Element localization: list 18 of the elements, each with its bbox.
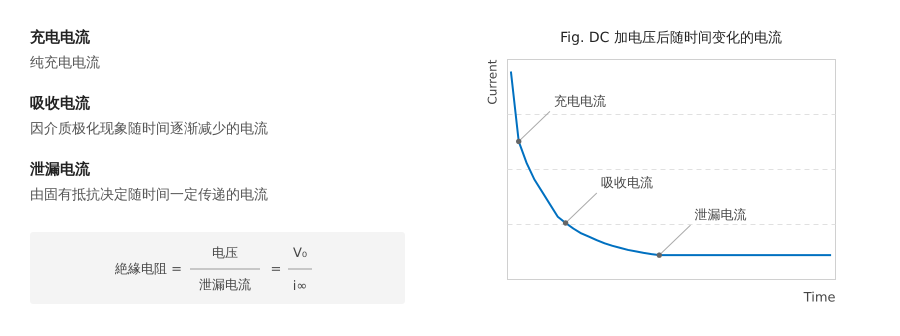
text: 絶緣电阻 = bbox=[114, 262, 182, 277]
text: 纯充电电流 bbox=[30, 55, 100, 71]
text: 由固有抵抗决定随时间一定传递的电流 bbox=[30, 187, 268, 203]
text: 因介质极化现象随时间逐渐减少的电流 bbox=[30, 121, 268, 137]
chart-title: Fig. DC 加电压后随时间变化的电流 bbox=[560, 30, 782, 46]
text: V₀ bbox=[292, 246, 308, 261]
text: = bbox=[270, 262, 282, 277]
annotation: 泄漏电流 bbox=[694, 207, 747, 224]
text: 充电电流 bbox=[29, 28, 91, 46]
text: 泄漏电流 bbox=[199, 277, 251, 293]
text: 电压 bbox=[212, 246, 238, 261]
x-axis-title: Time bbox=[802, 290, 836, 306]
text: 吸收电流 bbox=[30, 94, 91, 112]
annotation: 充电电流 bbox=[554, 93, 606, 110]
text: 泄漏电流 bbox=[29, 160, 91, 178]
y-axis-title: Current bbox=[486, 59, 500, 105]
annotation: 吸收电流 bbox=[600, 174, 653, 191]
text: i∞ bbox=[292, 279, 308, 294]
